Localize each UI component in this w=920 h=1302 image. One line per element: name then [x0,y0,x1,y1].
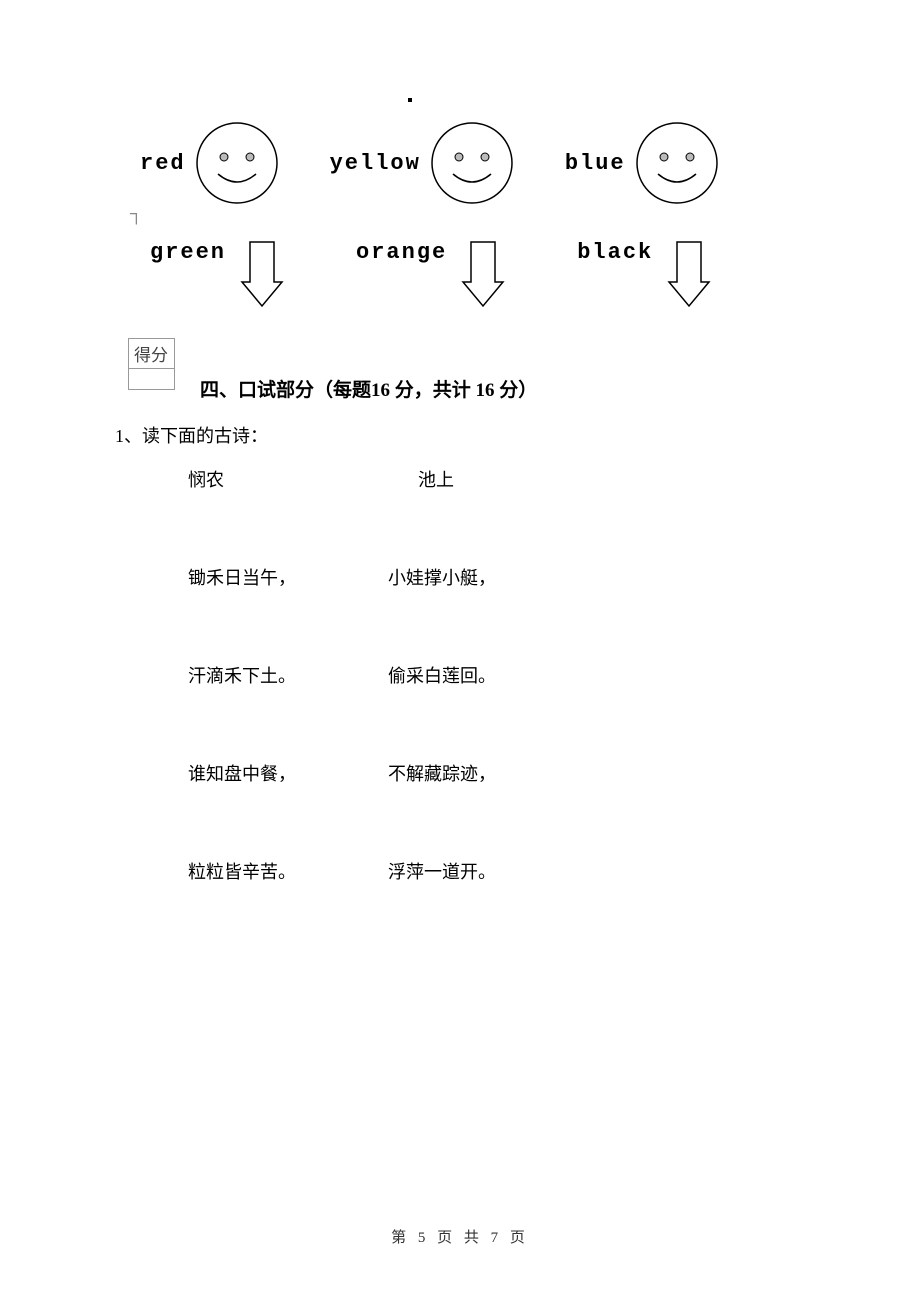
poem-title-1: 悯农 [188,466,418,492]
question-1-prompt: 1、读下面的古诗： [115,422,268,448]
poem-line: 小娃撑小艇， [388,564,496,590]
poem-line: 浮萍一道开。 [388,858,496,884]
poem-lines: 锄禾日当午， 小娃撑小艇， 汗滴禾下土。 偷采白莲回。 谁知盘中餐， 不解藏踪迹… [188,564,496,884]
poem-line-row: 汗滴禾下土。 偷采白莲回。 [188,662,496,688]
decorative-dot [408,98,412,102]
poem-line: 粒粒皆辛苦。 [188,858,388,884]
poem-line: 谁知盘中餐， [188,760,388,786]
color-label: green [150,240,226,265]
corner-mark: ┐ [130,203,143,224]
color-item-yellow: yellow [330,120,515,206]
poem-title-2: 池上 [418,466,454,492]
color-item-green: green [150,240,284,310]
poem-line: 偷采白莲回。 [388,662,496,688]
score-value-empty [129,369,174,389]
smiley-icon [194,120,280,206]
score-box: 得分 [128,338,175,390]
color-item-blue: blue [565,120,720,206]
color-label: blue [565,151,626,176]
down-arrow-icon [240,240,284,310]
page-footer: 第 5 页 共 7 页 [0,1226,920,1247]
poem-titles: 悯农 池上 [188,466,496,492]
color-item-red: red [140,120,280,206]
down-arrow-icon [461,240,505,310]
poem-line-row: 谁知盘中餐， 不解藏踪迹， [188,760,496,786]
color-label: orange [356,240,447,265]
poem-line-row: 锄禾日当午， 小娃撑小艇， [188,564,496,590]
color-item-black: black [577,240,711,310]
color-label: red [140,151,186,176]
color-arrow-row: green orange black [150,240,870,310]
color-label: yellow [330,151,421,176]
poem-line: 汗滴禾下土。 [188,662,388,688]
down-arrow-icon [667,240,711,310]
smiley-icon [429,120,515,206]
poem-line: 不解藏踪迹， [388,760,496,786]
color-item-orange: orange [356,240,505,310]
poem-line-row: 粒粒皆辛苦。 浮萍一道开。 [188,858,496,884]
poems-block: 悯农 池上 锄禾日当午， 小娃撑小艇， 汗滴禾下土。 偷采白莲回。 谁知盘中餐，… [188,466,496,956]
page: red yellow blue [0,0,920,1302]
smiley-icon [634,120,720,206]
color-label: black [577,240,653,265]
score-label: 得分 [129,339,174,369]
poem-line: 锄禾日当午， [188,564,388,590]
section-heading: 四、口试部分（每题16 分，共计 16 分） [200,375,537,402]
color-smiley-row: red yellow blue [140,120,860,206]
